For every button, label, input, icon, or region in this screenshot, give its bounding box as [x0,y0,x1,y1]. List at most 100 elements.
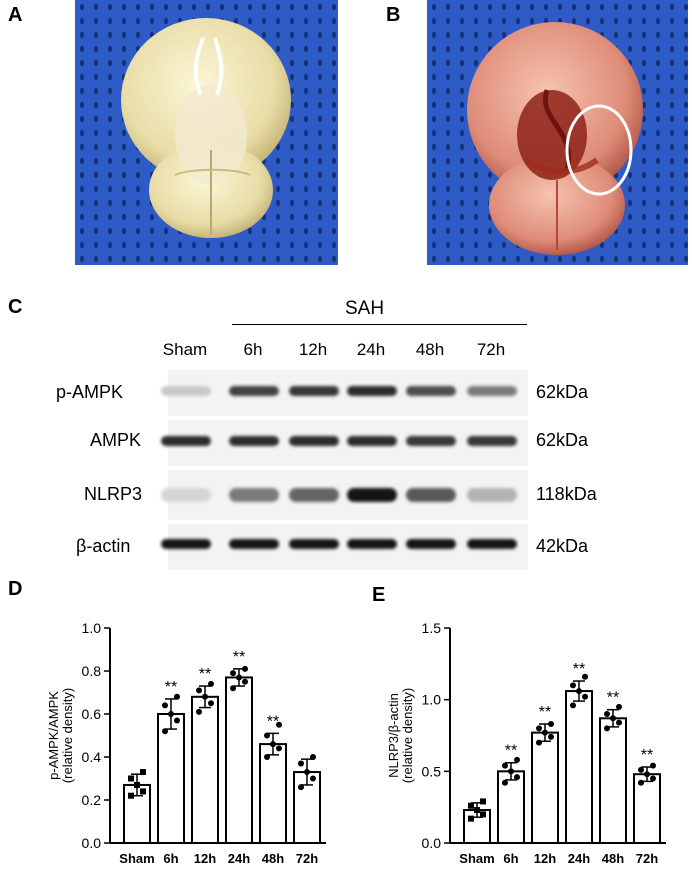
blot-row-label-nlrp3: NLRP3 [84,484,143,504]
data-point [174,717,180,724]
x-tick-label: Sham [119,851,154,866]
lane-label-72h: 72h [476,340,506,359]
panel-label-d: D [8,578,23,600]
data-point [140,788,146,795]
data-point [162,728,168,735]
data-point [230,685,236,692]
significance-marker: ** [641,747,653,764]
data-point [468,802,474,809]
y-tick-label: 0.8 [82,663,102,679]
data-point [604,711,610,717]
panel-label-c: C [8,296,23,318]
sah-group-label: SAH [345,298,385,319]
data-point [582,693,588,700]
y-axis-label: NLRP3/β-actin [386,693,401,778]
data-point [638,779,644,786]
data-point [616,703,622,710]
data-point [202,693,208,700]
x-tick-label: 6h [163,851,178,866]
data-point [514,756,520,763]
data-point [264,732,270,739]
data-point [548,721,554,728]
y-tick-label: 0.4 [82,749,102,765]
blot-band [406,386,456,396]
blot-row-label-p-ampk: p-AMPK [56,382,124,402]
data-point [174,693,180,700]
data-point [310,775,316,782]
x-tick-label: 12h [534,851,556,866]
x-tick-label: Sham [459,851,494,866]
significance-marker: ** [539,704,551,721]
y-tick-label: 1.5 [422,620,442,636]
bar [599,717,627,844]
data-point [242,665,248,672]
data-point [650,762,656,769]
data-point [168,711,174,717]
data-point [582,673,588,680]
data-point [474,807,480,814]
data-point [208,700,214,707]
data-point [644,771,650,778]
bar [531,731,559,844]
blot-kda-ampk: 62kDa [536,430,589,450]
bar [225,676,253,844]
data-point [570,702,576,709]
blot-band [289,488,339,502]
lane-label-6h: 6h [243,340,263,359]
data-point [208,680,214,687]
significance-marker: ** [165,679,177,696]
panel-label-e: E [372,584,386,606]
blot-band [289,539,339,549]
bar [191,695,219,844]
data-point [270,741,276,748]
chart-e-nlrp3-beta-actin: 0.0 0.5 1.0 1.5 NLRP3/β-actin (relative densi… [386,620,666,866]
data-point [134,781,140,788]
blot-band [467,386,517,396]
blot-band [229,386,279,396]
data-point [502,762,508,769]
data-point [264,754,270,760]
bar [633,773,661,844]
blot-row-label-beta-actin: β-actin [76,536,131,556]
data-point [236,674,242,681]
significance-marker: ** [607,690,619,707]
significance-marker: ** [573,661,585,678]
blot-band [161,436,211,446]
blot-band [347,436,397,446]
x-tick-label: 12h [194,851,216,866]
data-point [502,779,508,786]
data-point [276,745,282,752]
y-tick-label: 0.6 [82,706,102,722]
data-point [298,760,304,767]
panel-label-a: A [8,4,23,26]
x-tick-label: 6h [503,851,518,866]
blot-band [161,488,211,502]
data-point [508,768,514,775]
blot-band [229,539,279,549]
sham-brain-illustration [121,18,291,238]
bar [565,690,593,844]
x-tick-label: 48h [602,851,624,866]
data-point [604,725,610,732]
data-point [196,708,202,715]
data-point [196,687,202,694]
significance-marker: ** [199,666,211,683]
y-tick-label: 0.5 [422,763,442,779]
blot-band [406,539,456,549]
chart-d-p-ampk-ampk: 0.0 0.2 0.4 0.6 0.8 1.0 p-AMPK/AMPK (relative d… [46,620,326,866]
hemorrhage-highlight-circle [565,104,633,196]
blot-kda-beta-actin: 42kDa [536,536,589,556]
sah-brain-illustration [467,22,643,255]
blot-band [289,386,339,396]
blot-kda-p-ampk: 62kDa [536,382,589,402]
significance-marker: ** [505,743,517,760]
blot-band [406,488,456,502]
blot-band [467,539,517,549]
data-point [162,702,168,709]
bar [157,713,185,844]
y-axis-label-units: (relative density) [60,688,75,783]
data-point [480,798,486,805]
blot-band [229,436,279,446]
photo-sah-brain [427,0,688,265]
data-point [616,719,622,726]
